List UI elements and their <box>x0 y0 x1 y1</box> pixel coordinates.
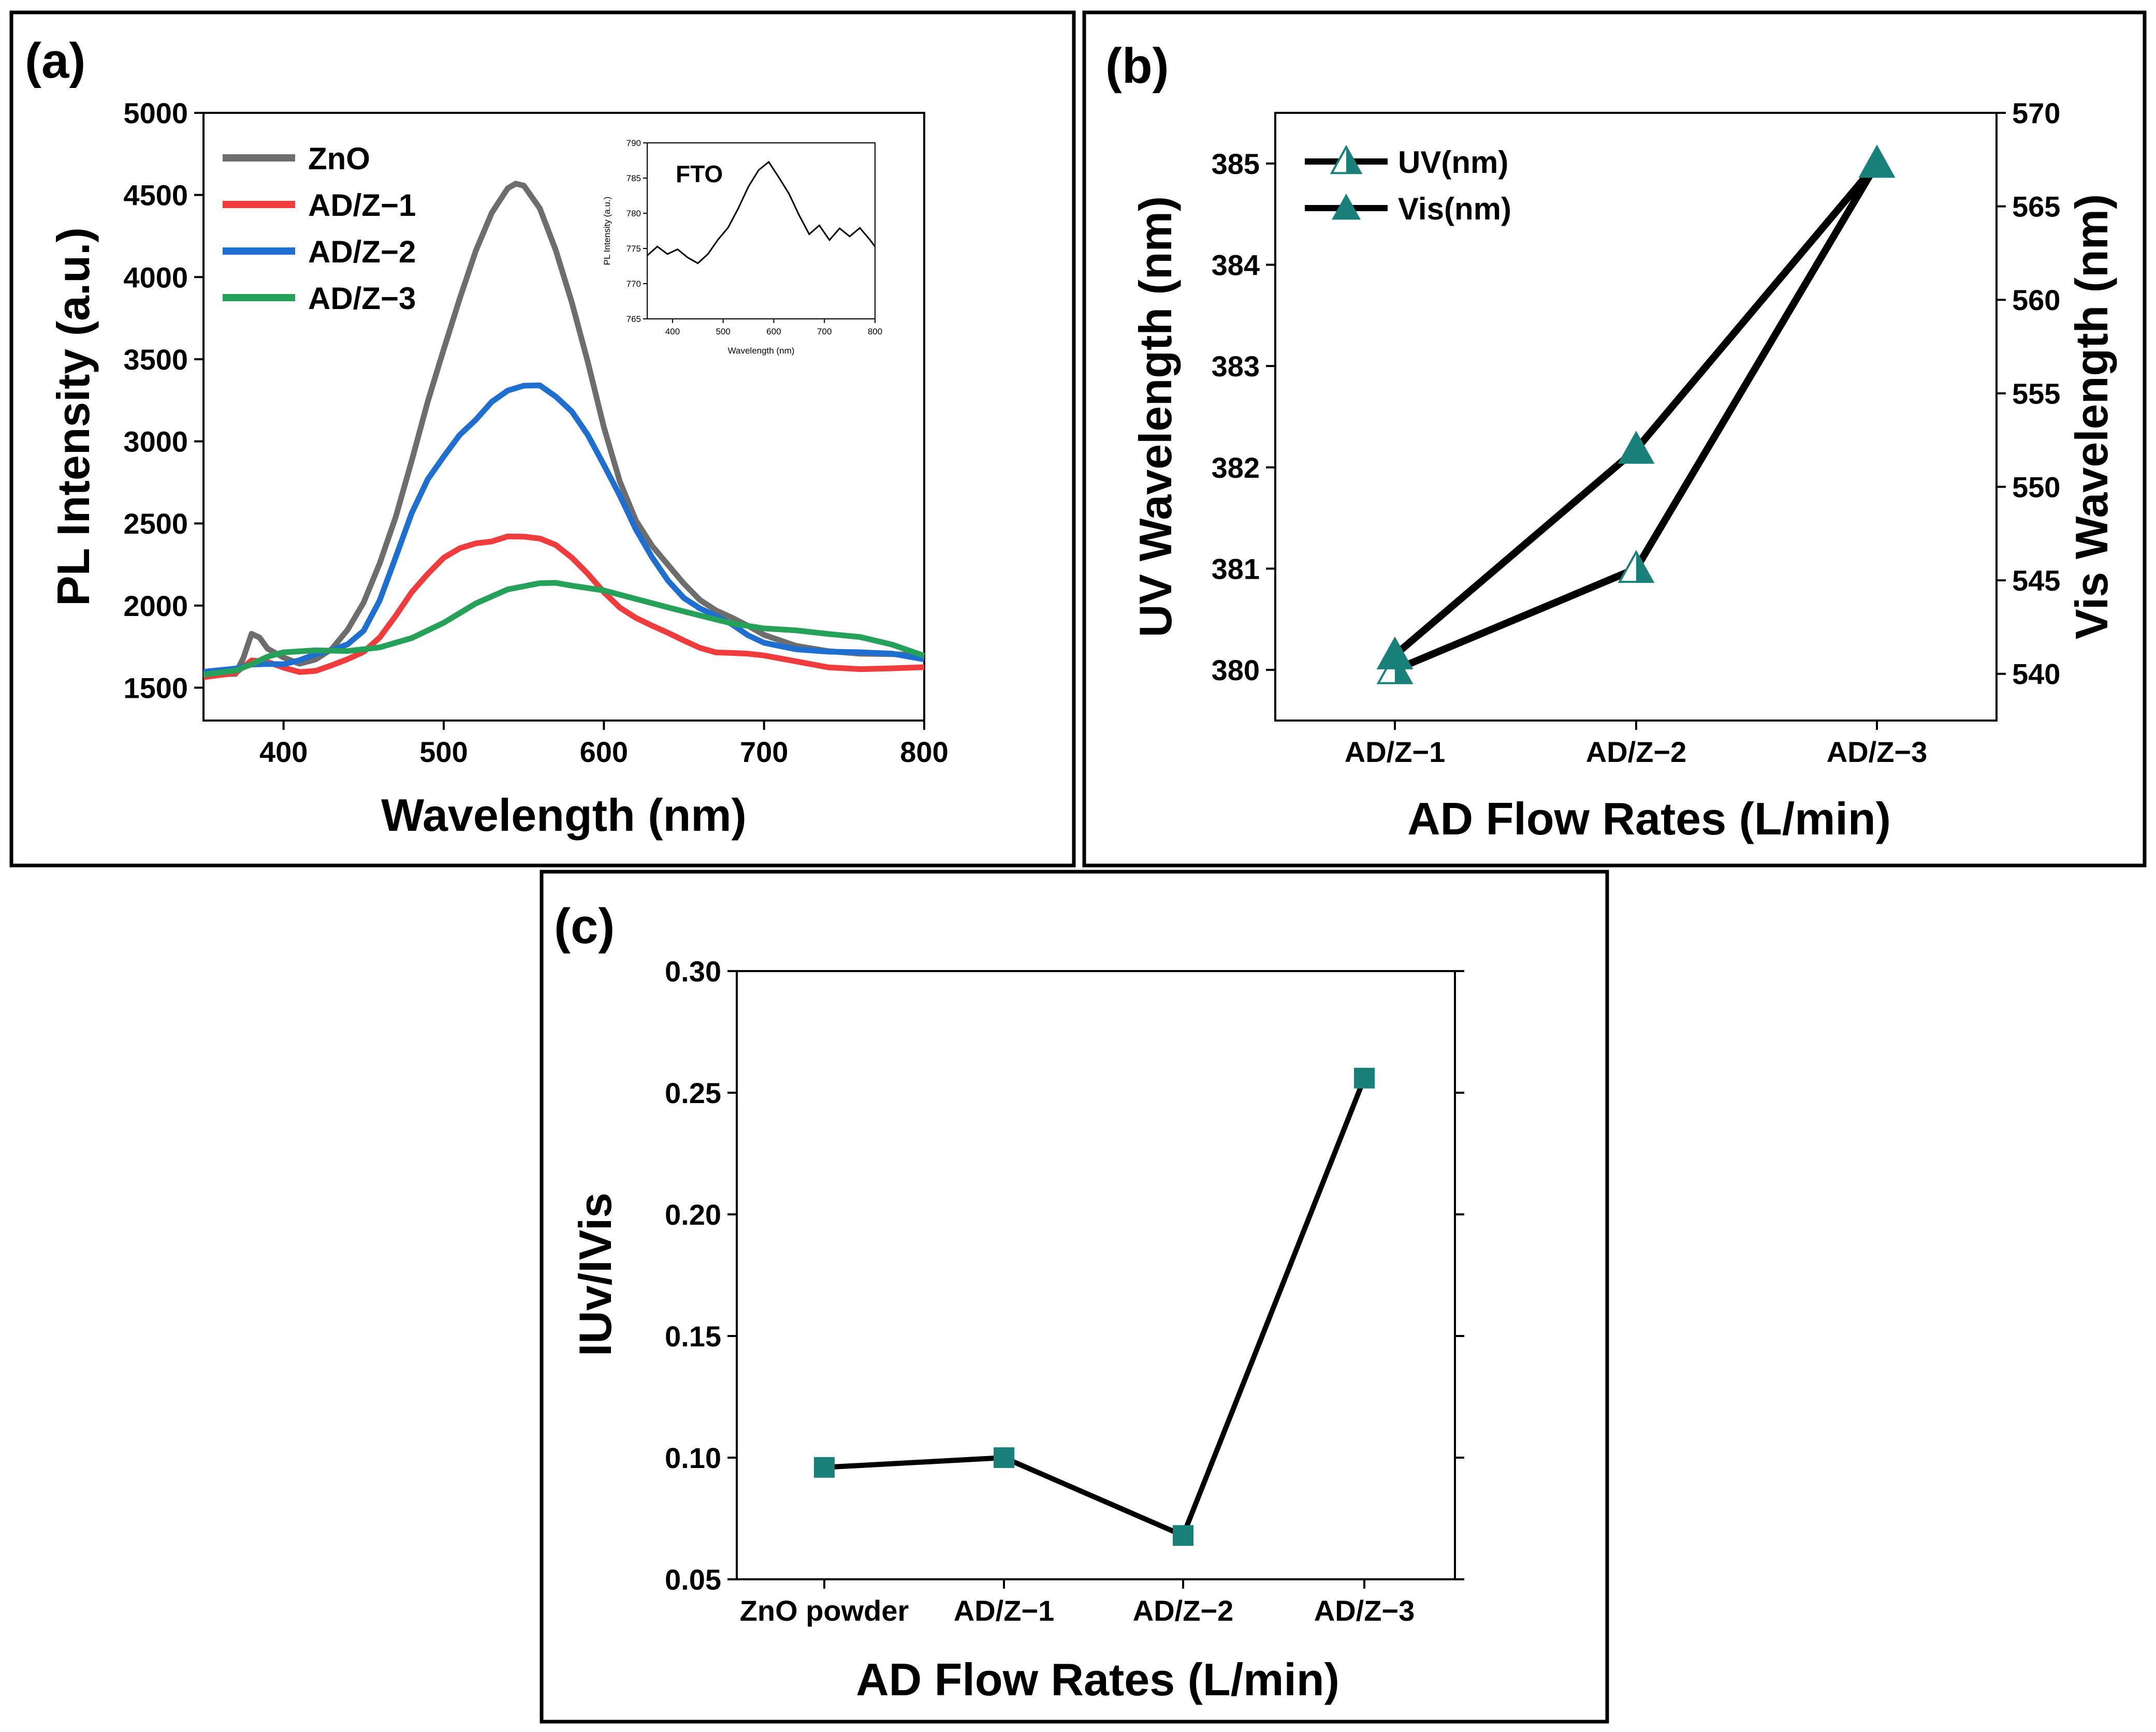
inset-y-tick-label-780: 780 <box>627 209 641 218</box>
x-tick-label-3: AD/Z−3 <box>1314 1594 1415 1627</box>
x-tick-label-2: AD/Z−2 <box>1133 1594 1234 1627</box>
panel-a-label: (a) <box>25 33 85 89</box>
y-tick-label-4000: 4000 <box>123 261 188 293</box>
y-right-tick-label-540: 540 <box>2012 658 2060 691</box>
inset-x-tick-label-800: 800 <box>868 327 882 336</box>
panel-a-inset: 400 500 600 700 800 765 770 775 780 785 790 FTO Wa… <box>602 138 882 356</box>
panel-a-xlabel: Wavelength (nm) <box>381 789 747 841</box>
y-tick-label-0.05: 0.05 <box>665 1563 721 1596</box>
y-tick-label-5000: 5000 <box>123 97 188 129</box>
panel-a-plot-area <box>202 112 925 722</box>
legend-label-1: Vis(nm) <box>1398 192 1511 226</box>
panel-c-ylabel: IUv/IVis <box>570 1193 621 1356</box>
series-line-ad-z-1 <box>203 533 925 680</box>
inset-plot-area <box>647 142 876 319</box>
uv-marker-fill-1 <box>1636 552 1653 582</box>
series-line-ad-z-2 <box>203 383 925 675</box>
vis-marker-2 <box>1858 144 1896 178</box>
y-right-tick-label-570: 570 <box>2012 97 2060 129</box>
y-left-tick-label-380: 380 <box>1212 654 1260 686</box>
x-tick-label-600: 600 <box>580 736 628 768</box>
x-tick-label-400: 400 <box>259 736 308 768</box>
x-tick-label-1: AD/Z−1 <box>954 1594 1055 1627</box>
legend-marker-1 <box>1332 194 1361 220</box>
legend-marker-fill-0 <box>1346 147 1361 173</box>
vis-marker-1 <box>1618 431 1655 464</box>
x-tick-label-0: ZnO powder <box>740 1594 909 1627</box>
marker-0 <box>814 1457 835 1478</box>
marker-1 <box>994 1447 1014 1468</box>
series-line-zno <box>203 181 925 678</box>
y-tick-label-0.25: 0.25 <box>665 1077 721 1109</box>
panel-b-ylabel-right: Vis Wavelength (nm) <box>2066 194 2117 640</box>
panel-c-plot-area <box>736 970 1456 1580</box>
x-tick-label-800: 800 <box>900 736 948 768</box>
panel-b-label: (b) <box>1105 38 1169 94</box>
inset-x-tick-label-700: 700 <box>817 327 832 336</box>
x-tick-label-500: 500 <box>419 736 468 768</box>
y-left-tick-label-381: 381 <box>1212 553 1260 585</box>
panel-b-chart: AD/Z−1 AD/Z−2 AD/Z−3 380 381 382 383 384 385 540 5… <box>1130 97 2117 844</box>
x-tick-label-2: AD/Z−3 <box>1827 736 1928 768</box>
y-right-tick-label-555: 555 <box>2012 377 2060 410</box>
inset-x-tick-label-600: 600 <box>766 327 781 336</box>
y-right-tick-label-565: 565 <box>2012 190 2060 223</box>
inset-xlabel: Wavelength (nm) <box>728 346 795 356</box>
y-tick-label-0.30: 0.30 <box>665 955 721 988</box>
y-tick-label-1500: 1500 <box>123 672 188 704</box>
panel-a-chart: 400 500 600 700 800 1500 2000 2500 3000 3500 4000 4… <box>48 97 949 841</box>
y-left-tick-label-382: 382 <box>1212 451 1260 484</box>
series-line <box>824 1077 1367 1538</box>
y-left-tick-label-384: 384 <box>1212 249 1260 282</box>
legend-label-0: UV(nm) <box>1398 145 1508 180</box>
series-line-ad-z-3 <box>203 580 925 678</box>
inset-ylabel: PL Intensity (a.u.) <box>602 197 612 266</box>
marker-2 <box>1173 1525 1193 1546</box>
y-tick-label-2000: 2000 <box>123 590 188 622</box>
x-tick-label-700: 700 <box>740 736 788 768</box>
inset-y-tick-label-790: 790 <box>627 138 641 148</box>
inset-x-tick-label-400: 400 <box>665 327 680 336</box>
panel-b-ylabel-left: UV Wavelength (nm) <box>1130 196 1181 637</box>
x-tick-label-1: AD/Z−2 <box>1586 736 1687 768</box>
y-tick-label-0.10: 0.10 <box>665 1442 721 1474</box>
panel-c-chart: ZnO powder AD/Z−1 AD/Z−2 AD/Z−3 0.05 0.10 0.15… <box>570 955 1464 1705</box>
vis-marker-0 <box>1376 636 1414 670</box>
inset-title: FTO <box>676 160 723 187</box>
inset-y-tick-label-770: 770 <box>627 279 641 289</box>
y-tick-label-4500: 4500 <box>123 179 188 212</box>
legend-label-1: AD/Z−1 <box>308 188 416 223</box>
y-tick-label-0.15: 0.15 <box>665 1320 721 1353</box>
y-tick-label-3500: 3500 <box>123 343 188 376</box>
y-right-tick-label-550: 550 <box>2012 471 2060 503</box>
panel-a-ylabel: PL Intensity (a.u.) <box>48 227 99 606</box>
panel-b-frame <box>1082 10 2147 868</box>
inset-y-tick-label-785: 785 <box>627 173 641 183</box>
inset-series-line <box>647 160 876 265</box>
panel-c-label: (c) <box>554 899 615 954</box>
panel-b-plot-area <box>1274 112 1998 722</box>
inset-y-tick-label-775: 775 <box>627 244 641 254</box>
marker-3 <box>1354 1067 1375 1089</box>
y-tick-label-0.20: 0.20 <box>665 1198 721 1231</box>
panel-a-frame <box>9 10 1076 868</box>
y-left-tick-label-383: 383 <box>1212 350 1260 383</box>
panel-b-xlabel: AD Flow Rates (L/min) <box>1407 793 1891 844</box>
y-tick-label-3000: 3000 <box>123 425 188 458</box>
panel-c-frame <box>540 870 1609 1724</box>
panel-c-xlabel: AD Flow Rates (L/min) <box>856 1654 1339 1705</box>
legend-label-3: AD/Z−3 <box>308 281 416 316</box>
inset-x-tick-label-500: 500 <box>716 327 730 336</box>
x-tick-label-0: AD/Z−1 <box>1345 736 1446 768</box>
y-right-tick-label-545: 545 <box>2012 564 2060 597</box>
y-tick-label-2500: 2500 <box>123 507 188 540</box>
y-right-tick-label-560: 560 <box>2012 284 2060 316</box>
legend-label-2: AD/Z−2 <box>308 234 416 269</box>
y-left-tick-label-385: 385 <box>1212 148 1260 180</box>
inset-y-tick-label-765: 765 <box>627 314 641 324</box>
legend-label-0: ZnO <box>308 141 370 176</box>
